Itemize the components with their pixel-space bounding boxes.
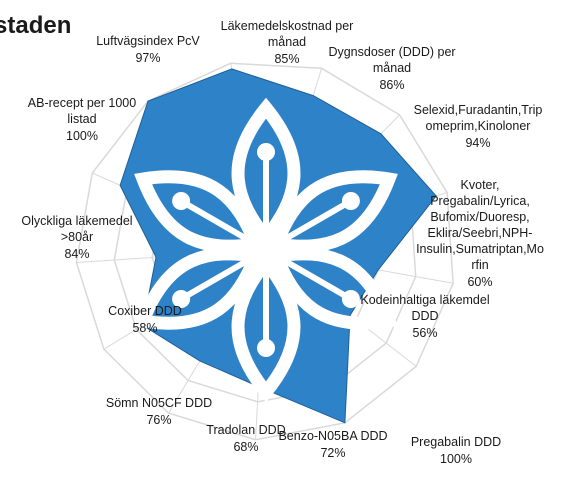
value-label: 56% (412, 326, 437, 340)
axis-label: Tradolan DDD 68% (206, 423, 285, 454)
value-label: 86% (379, 78, 404, 92)
chart-title: staden (0, 12, 71, 39)
value-label: 97% (135, 51, 160, 65)
grid-ring (75, 62, 454, 441)
value-label: 76% (146, 413, 171, 427)
axis-label: Läkemedelskostnad per månad 85% (221, 19, 354, 66)
value-label: 94% (465, 136, 490, 150)
axis-label: Kvoter, Pregabalin/Lyrica, Bufomix/Duoresp… (416, 178, 544, 289)
axis-label: Coxiber DDD 58% (108, 304, 182, 335)
axis-label: Kodeinhaltiga läkemdel DDD 56% (360, 293, 489, 340)
value-label: 68% (233, 440, 258, 454)
value-label: 100% (440, 452, 472, 466)
axis-label: AB-recept per 1000 listad 100% (28, 96, 136, 143)
snowflake-flower-logo (129, 97, 403, 392)
axis-label: Olyckliga läkemedel >80år 84% (21, 214, 132, 261)
axis-label: Luftvägsindex PcV 97% (96, 34, 200, 65)
value-label: 58% (132, 321, 157, 335)
axis-label: Sömn N05CF DDD 76% (106, 396, 212, 427)
value-label: 60% (467, 275, 492, 289)
value-label: 100% (66, 129, 98, 143)
axis-label: Benzo-N05BA DDD 72% (278, 429, 387, 460)
axis-label: Pregabalin DDD 100% (411, 435, 501, 466)
axis-label: Selexid,Furadantin,Trip omeprim,Kinoloner… (414, 103, 543, 150)
value-label: 85% (274, 52, 299, 66)
value-label: 72% (320, 446, 345, 460)
value-label: 84% (64, 247, 89, 261)
axis-label: Dygnsdoser (DDD) per månad 86% (328, 45, 455, 92)
axis-labels: Läkemedelskostnad per månad 85% Dygnsdoser … (21, 19, 544, 466)
